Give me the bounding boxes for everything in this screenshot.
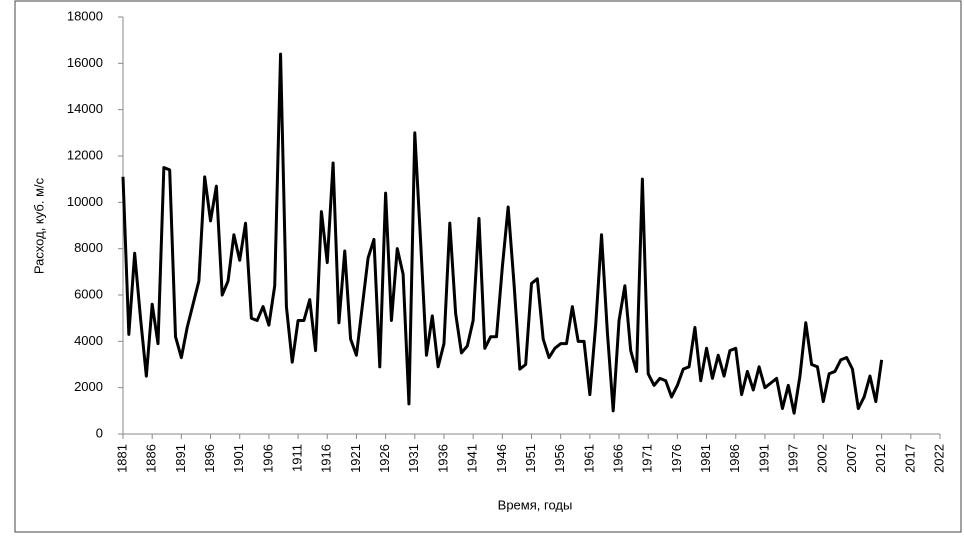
y-tick-label: 18000 xyxy=(67,8,103,23)
x-tick-label: 2012 xyxy=(873,444,888,473)
data-line xyxy=(121,52,884,415)
x-tick-label: 1961 xyxy=(581,444,596,473)
x-tick-label: 1896 xyxy=(202,444,217,473)
y-tick-label: 4000 xyxy=(74,333,103,348)
x-tick-label: 1891 xyxy=(173,444,188,473)
x-tick-label: 2017 xyxy=(902,444,917,473)
x-tick-label: 1946 xyxy=(494,444,509,473)
x-tick-label: 1976 xyxy=(669,444,684,473)
x-tick-label: 1986 xyxy=(727,444,742,473)
x-tick-label: 1971 xyxy=(640,444,655,473)
y-tick-label: 6000 xyxy=(74,286,103,301)
x-tick-label: 1881 xyxy=(114,444,129,473)
y-tick-label: 10000 xyxy=(67,194,103,209)
y-tick-label: 2000 xyxy=(74,379,103,394)
x-tick-label: 1941 xyxy=(465,444,480,473)
x-tick-label: 2007 xyxy=(844,444,859,473)
x-tick-label: 1956 xyxy=(552,444,567,473)
x-tick-label: 1991 xyxy=(756,444,771,473)
x-tick-label: 1916 xyxy=(319,444,334,473)
x-tick-label: 1906 xyxy=(260,444,275,473)
x-tick-label: 1966 xyxy=(610,444,625,473)
x-tick-label: 1921 xyxy=(348,444,363,473)
x-tick-label: 2022 xyxy=(931,444,946,473)
y-tick-label: 0 xyxy=(96,425,103,440)
x-tick-label: 1886 xyxy=(144,444,159,473)
x-tick-label: 1911 xyxy=(290,444,305,472)
x-tick-label: 1901 xyxy=(231,444,246,473)
x-tick-label: 1936 xyxy=(435,444,450,473)
x-tick-label: 1981 xyxy=(698,444,713,473)
x-tick-label: 2002 xyxy=(815,444,830,473)
x-tick-label: 1926 xyxy=(377,444,392,473)
y-tick-label: 12000 xyxy=(67,147,103,162)
x-tick-label: 1951 xyxy=(523,444,538,473)
y-tick-label: 14000 xyxy=(67,101,103,116)
x-tick-label: 1997 xyxy=(786,444,801,473)
x-tick-label: 1931 xyxy=(406,444,421,473)
x-axis-label: Время, годы xyxy=(498,497,573,512)
y-tick-label: 8000 xyxy=(74,240,103,255)
y-tick-label: 16000 xyxy=(67,55,103,70)
y-axis-label: Расход, куб. м/с xyxy=(31,177,46,274)
